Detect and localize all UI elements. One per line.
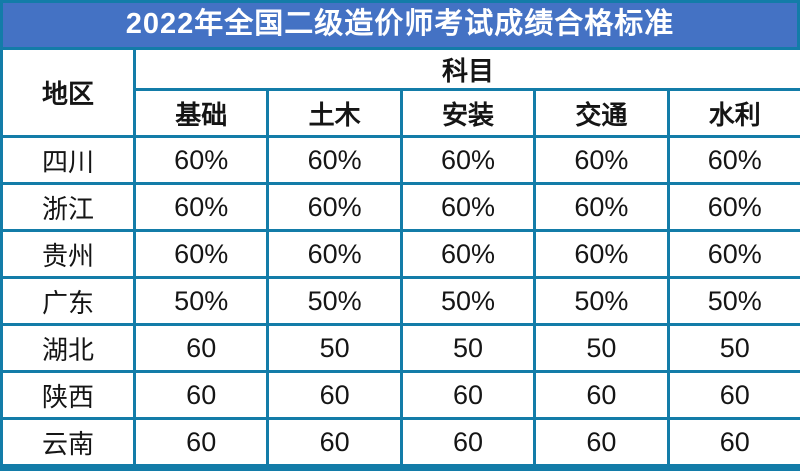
score-cell: 50%	[401, 278, 534, 325]
score-cell: 60	[535, 419, 668, 468]
score-cell: 60%	[668, 184, 800, 231]
score-cell: 50	[268, 325, 401, 372]
score-cell: 50%	[135, 278, 268, 325]
subject-group-header: 科目	[135, 49, 800, 90]
score-cell: 60%	[401, 184, 534, 231]
score-cell: 60	[135, 372, 268, 419]
region-cell: 湖北	[2, 325, 135, 372]
score-cell: 60	[268, 419, 401, 468]
region-column-header: 地区	[2, 49, 135, 137]
score-cell: 60	[268, 372, 401, 419]
score-cell: 60%	[535, 231, 668, 278]
table-body: 四川 60%60%60%60%60% 浙江 60%60%60%60%60% 贵州…	[2, 137, 800, 468]
score-cell: 60%	[135, 137, 268, 184]
score-cell: 60%	[668, 231, 800, 278]
score-cell: 50	[401, 325, 534, 372]
region-cell: 贵州	[2, 231, 135, 278]
column-header-jichu: 基础	[135, 90, 268, 137]
score-cell: 60%	[535, 137, 668, 184]
column-header-anzhuang: 安装	[401, 90, 534, 137]
scores-table: 地区 科目 基础 土木 安装 交通 水利 四川 60%60%60%60%60% …	[0, 47, 800, 471]
column-header-shuili: 水利	[668, 90, 800, 137]
score-cell: 60	[135, 325, 268, 372]
column-header-jiaotong: 交通	[535, 90, 668, 137]
table-row: 浙江 60%60%60%60%60%	[2, 184, 800, 231]
score-cell: 60%	[268, 184, 401, 231]
score-cell: 60%	[135, 184, 268, 231]
title-bar: 2022年全国二级造价师考试成绩合格标准	[0, 0, 800, 47]
score-cell: 60%	[268, 137, 401, 184]
score-cell: 50	[668, 325, 800, 372]
table-row: 四川 60%60%60%60%60%	[2, 137, 800, 184]
score-cell: 60	[668, 419, 800, 468]
score-cell: 60%	[668, 137, 800, 184]
region-cell: 云南	[2, 419, 135, 468]
score-cell: 60	[401, 419, 534, 468]
score-cell: 60%	[135, 231, 268, 278]
score-cell: 50	[535, 325, 668, 372]
region-cell: 陕西	[2, 372, 135, 419]
table-row: 贵州 60%60%60%60%60%	[2, 231, 800, 278]
region-cell: 浙江	[2, 184, 135, 231]
table-row: 广东 50%50%50%50%50%	[2, 278, 800, 325]
score-cell: 60	[135, 419, 268, 468]
page-title: 2022年全国二级造价师考试成绩合格标准	[126, 10, 675, 41]
score-cell: 60%	[401, 137, 534, 184]
score-cell: 60	[535, 372, 668, 419]
score-cell: 50%	[535, 278, 668, 325]
region-cell: 四川	[2, 137, 135, 184]
score-cell: 60%	[401, 231, 534, 278]
score-cell: 60%	[268, 231, 401, 278]
score-cell: 60	[401, 372, 534, 419]
header-row-group: 地区 科目	[2, 49, 800, 90]
score-cell: 60%	[535, 184, 668, 231]
score-cell: 50%	[268, 278, 401, 325]
score-cell: 60	[668, 372, 800, 419]
region-cell: 广东	[2, 278, 135, 325]
score-cell: 50%	[668, 278, 800, 325]
column-header-tumu: 土木	[268, 90, 401, 137]
